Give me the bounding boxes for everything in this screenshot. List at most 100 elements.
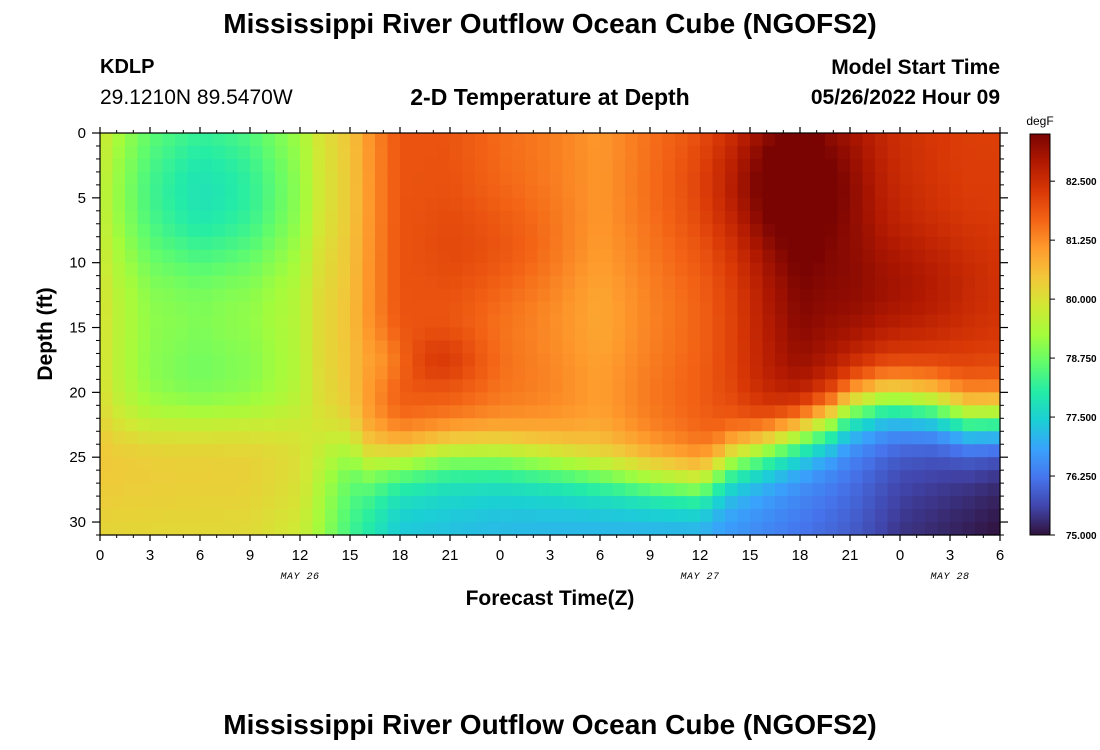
heatmap-cell: [737, 145, 751, 160]
heatmap-cell: [775, 379, 789, 393]
heatmap-cell: [550, 249, 564, 264]
colorbar-tick-label: 76.250: [1066, 472, 1097, 483]
heatmap-cell: [900, 431, 914, 445]
heatmap-cell: [112, 405, 126, 419]
heatmap-cell: [737, 223, 751, 238]
heatmap-cell: [862, 405, 876, 419]
heatmap-cell: [487, 496, 501, 510]
heatmap-cell: [250, 379, 264, 393]
heatmap-cell: [387, 470, 401, 484]
heatmap-cell: [950, 210, 964, 225]
heatmap-cell: [325, 470, 339, 484]
heatmap-cell: [725, 470, 739, 484]
heatmap-cell: [600, 158, 614, 173]
heatmap-cell: [475, 470, 489, 484]
heatmap-cell: [675, 483, 689, 497]
heatmap-cell: [837, 418, 851, 432]
heatmap-cell: [675, 158, 689, 173]
heatmap-cell: [300, 158, 314, 173]
heatmap-cell: [450, 236, 464, 251]
x-tick-label: 15: [742, 547, 759, 564]
heatmap-cell: [575, 366, 589, 380]
heatmap-cell: [675, 327, 689, 342]
heatmap-cell: [112, 236, 126, 251]
heatmap-cell: [787, 470, 801, 484]
heatmap-cell: [337, 522, 351, 536]
heatmap-cell: [237, 405, 251, 419]
heatmap-cell: [900, 392, 914, 406]
heatmap-cell: [200, 327, 214, 342]
heatmap-cell: [312, 301, 326, 316]
heatmap-cell: [262, 171, 276, 186]
heatmap-cell: [662, 457, 676, 471]
heatmap-cell: [200, 379, 214, 393]
heatmap-cell: [987, 262, 1001, 277]
heatmap-cell: [725, 184, 739, 199]
heatmap-cell: [400, 327, 414, 342]
heatmap-cell: [700, 210, 714, 225]
heatmap-cell: [262, 366, 276, 380]
heatmap-cell: [825, 210, 839, 225]
heatmap-cell: [462, 314, 476, 329]
heatmap-cell: [912, 301, 926, 316]
heatmap-cell: [187, 392, 201, 406]
heatmap-cell: [950, 457, 964, 471]
heatmap-cell: [337, 340, 351, 355]
heatmap-cell: [225, 379, 239, 393]
heatmap-cell: [250, 249, 264, 264]
heatmap-cell: [662, 275, 676, 290]
heatmap-cell: [937, 327, 951, 342]
heatmap-cell: [937, 470, 951, 484]
heatmap-cell: [787, 197, 801, 212]
heatmap-cell: [625, 457, 639, 471]
heatmap-cell: [325, 288, 339, 303]
heatmap-cell: [575, 405, 589, 419]
heatmap-cell: [612, 340, 626, 355]
heatmap-cell: [375, 145, 389, 160]
heatmap-cell: [537, 522, 551, 536]
heatmap-cell: [987, 522, 1001, 536]
heatmap-cell: [187, 223, 201, 238]
heatmap-cell: [775, 496, 789, 510]
heatmap-cell: [950, 171, 964, 186]
heatmap-cell: [100, 340, 114, 355]
heatmap-cell: [225, 236, 239, 251]
colorbar-tick-label: 82.500: [1066, 177, 1097, 188]
heatmap-cell: [350, 418, 364, 432]
heatmap-cell: [587, 496, 601, 510]
heatmap-cell: [537, 133, 551, 147]
heatmap-cell: [537, 288, 551, 303]
heatmap-cell: [525, 184, 539, 199]
heatmap-cell: [812, 418, 826, 432]
heatmap-cell: [750, 327, 764, 342]
heatmap-cell: [212, 431, 226, 445]
heatmap-cell: [737, 327, 751, 342]
heatmap-cell: [612, 301, 626, 316]
heatmap-cell: [325, 405, 339, 419]
heatmap-cell: [775, 197, 789, 212]
heatmap-cell: [187, 340, 201, 355]
heatmap-cell: [387, 366, 401, 380]
heatmap-cell: [750, 158, 764, 173]
heatmap-cell: [812, 301, 826, 316]
heatmap-cell: [812, 496, 826, 510]
heatmap-cell: [937, 392, 951, 406]
heatmap-cell: [450, 158, 464, 173]
heatmap-cell: [712, 184, 726, 199]
heatmap-cell: [587, 301, 601, 316]
heatmap-cell: [937, 314, 951, 329]
heatmap-cell: [225, 353, 239, 368]
heatmap-cell: [375, 184, 389, 199]
heatmap-cell: [650, 184, 664, 199]
heatmap-cell: [612, 418, 626, 432]
heatmap-cell: [937, 236, 951, 251]
heatmap-cell: [125, 275, 139, 290]
heatmap-cell: [650, 522, 664, 536]
heatmap-cell: [525, 431, 539, 445]
heatmap-cell: [350, 353, 364, 368]
heatmap-cell: [300, 210, 314, 225]
heatmap-cell: [775, 236, 789, 251]
heatmap-cell: [262, 509, 276, 523]
heatmap-cell: [575, 418, 589, 432]
heatmap-cell: [187, 496, 201, 510]
